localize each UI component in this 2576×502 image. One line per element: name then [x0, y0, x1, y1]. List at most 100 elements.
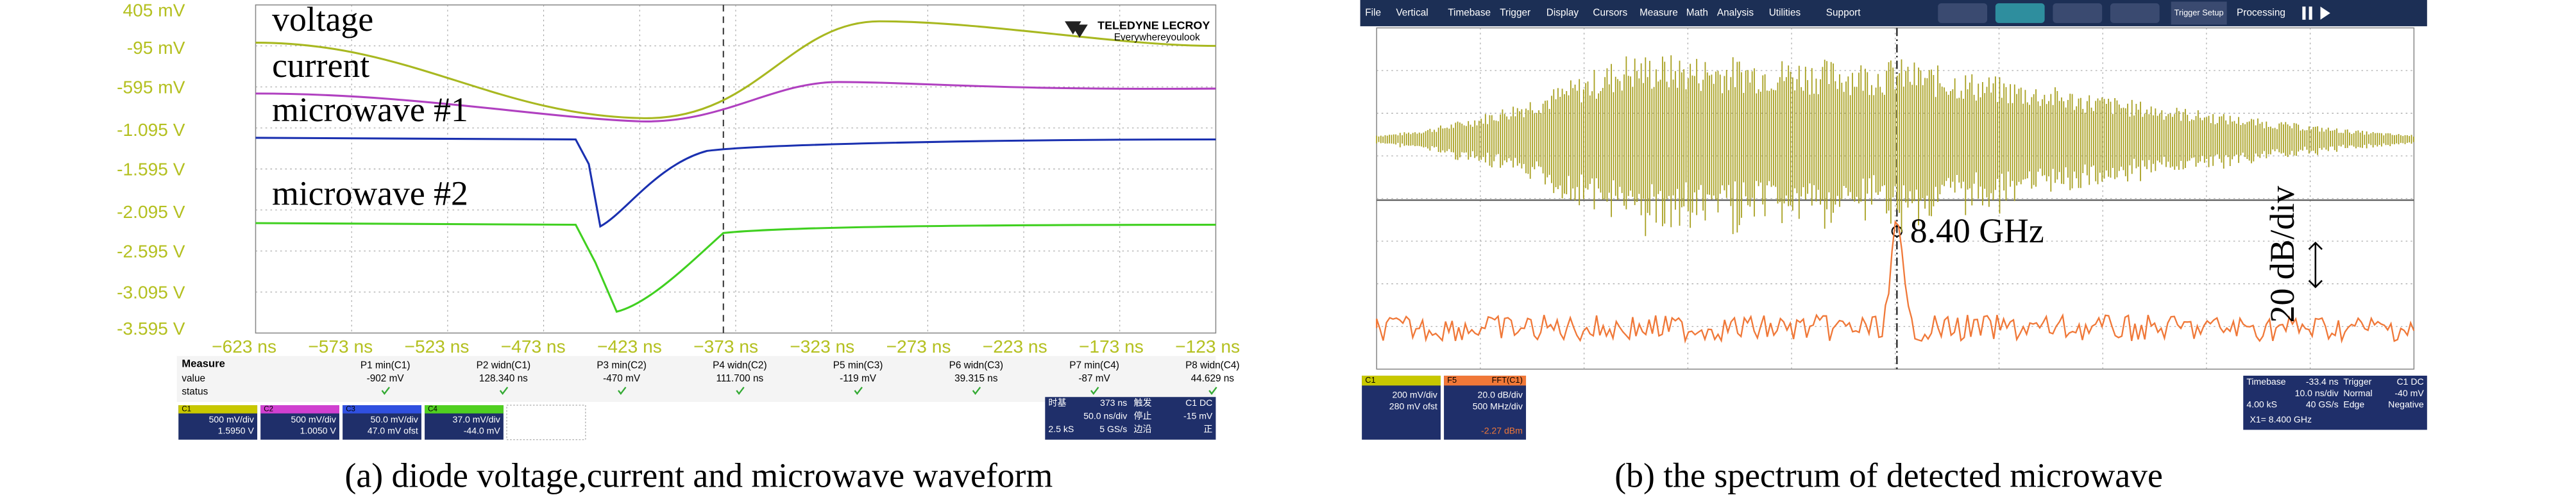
param-name: P3 min(C2) — [597, 360, 647, 371]
param-name: P7 min(C4) — [1069, 360, 1119, 371]
param-value: -902 mV — [367, 373, 405, 384]
y-axis-label: -1.095 V — [117, 120, 185, 140]
param-name: P2 widn(C1) — [477, 360, 530, 371]
x-axis-label: −223 ns — [983, 337, 1047, 356]
trace-label: voltage — [272, 0, 373, 38]
trace-label: microwave #2 — [272, 174, 468, 212]
status-check — [618, 387, 627, 396]
timebase-scale: 50.0 ns/div — [1083, 411, 1127, 421]
toolbar-button[interactable] — [2053, 3, 2103, 23]
trigger-setup-button[interactable] — [2171, 1, 2227, 25]
status-check — [972, 387, 981, 396]
timebase-rate: 40 GS/s — [2306, 399, 2339, 410]
timebase-box — [2243, 375, 2427, 430]
menu-item[interactable]: Measure — [1640, 8, 1678, 19]
timebase-rate: 5 GS/s — [1099, 424, 1127, 434]
channel-scale: 500 mV/div — [291, 414, 336, 424]
menu-item[interactable]: Analysis — [1717, 8, 1754, 19]
menu-item[interactable]: Trigger — [1500, 8, 1530, 19]
toolbar-button[interactable] — [1995, 3, 2045, 23]
math-scale: 20.0 dB/div — [1478, 389, 1523, 399]
x-axis-label: −623 ns — [212, 337, 276, 356]
cursor-readout: X1= 8.400 GHz — [2250, 414, 2312, 424]
menu-item[interactable]: Timebase — [1448, 8, 1491, 19]
param-value: -470 mV — [603, 373, 641, 384]
x-axis-label: −423 ns — [597, 337, 662, 356]
measure-table — [176, 356, 1216, 402]
param-name: P5 min(C3) — [833, 360, 883, 371]
math-span: 500 MHz/div — [1473, 401, 1523, 411]
trigger-label: Trigger — [2343, 376, 2371, 387]
channel-scale: 200 mV/div — [1392, 389, 1437, 399]
channel-scale: 50.0 mV/div — [371, 414, 418, 424]
trigger-mode: Normal — [2343, 388, 2372, 398]
channel-scale: 37.0 mV/div — [452, 414, 500, 424]
channel-offset: -44.0 mV — [464, 426, 501, 436]
x-axis-label: −173 ns — [1079, 337, 1144, 356]
menu-item[interactable]: Support — [1826, 8, 1861, 19]
status-check — [736, 387, 745, 396]
param-name: P1 min(C1) — [360, 360, 411, 371]
channel-tag — [343, 405, 421, 414]
trigger-source: C1 DC — [1185, 397, 1212, 408]
y-axis-label: -3.595 V — [117, 319, 185, 339]
voltage-trace — [255, 20, 1216, 119]
y-axis-label: 405 mV — [123, 0, 185, 20]
menu-item[interactable]: Vertical — [1396, 8, 1428, 19]
spectrum-trace — [1376, 220, 2415, 344]
menu-item[interactable]: Cursors — [1593, 8, 1627, 19]
timebase-samples: 4.00 kS — [2246, 399, 2277, 410]
trigger-slope: 正 — [1203, 424, 1212, 434]
status-check — [1208, 387, 1217, 396]
channel-id: C2 — [264, 406, 273, 414]
trigger-mode: 停止 — [1133, 411, 1151, 421]
y-axis-label: -95 mV — [127, 38, 185, 58]
status-check — [1090, 387, 1099, 396]
channel-id: C3 — [346, 406, 355, 414]
channel-tag — [260, 405, 339, 414]
microwave1-trace — [255, 137, 1216, 228]
trigger-level: -15 mV — [1183, 411, 1213, 421]
logo-icon — [1065, 21, 1088, 38]
y-axis-label: -3.095 V — [117, 282, 185, 302]
menu-item[interactable]: File — [1365, 8, 1381, 19]
y-axis-label: -2.595 V — [117, 241, 185, 261]
x-axis-label: −323 ns — [790, 337, 854, 356]
param-value: 44.629 ns — [1191, 373, 1235, 384]
trigger-level: -40 mV — [2394, 388, 2424, 398]
channel-id: C1 — [182, 406, 191, 414]
row-label: value — [182, 373, 205, 384]
toolbar-button[interactable] — [1938, 3, 1988, 23]
status-check — [381, 387, 390, 396]
trigger-setup[interactable]: Trigger Setup — [2174, 8, 2224, 17]
math-tag — [1444, 375, 1527, 386]
trace-label: current — [272, 46, 369, 85]
channel-tag — [178, 405, 258, 414]
status-check — [854, 387, 863, 396]
timebase-label: 时基 — [1048, 397, 1066, 408]
logo-brand: TELEDYNE LECROY — [1097, 19, 1210, 32]
caption: (b) the spectrum of detected microwave — [1614, 456, 2163, 495]
timebase-scale: 10.0 ns/div — [2295, 388, 2339, 398]
math-id: F5 — [1447, 375, 1457, 385]
menu-item[interactable]: Display — [1546, 8, 1579, 19]
menu-item[interactable]: Math — [1686, 8, 1708, 19]
x-axis-label: −123 ns — [1175, 337, 1240, 356]
channel-offset: 47.0 mV ofst — [368, 426, 418, 436]
logo-tagline: Everywhereyoulook — [1114, 32, 1200, 43]
row-label: status — [182, 387, 208, 397]
toolbar-button[interactable] — [2110, 3, 2160, 23]
timebase-delay: -33.4 ns — [2306, 376, 2339, 387]
menu-item[interactable]: Utilities — [1769, 8, 1801, 19]
pause-play[interactable] — [2302, 6, 2330, 20]
param-value: 39.315 ns — [954, 373, 998, 384]
y-axis-label: -1.595 V — [117, 160, 185, 180]
channel-offset: 280 mV ofst — [1389, 401, 1437, 411]
microwave2-trace — [255, 222, 1216, 313]
param-value: -87 mV — [1078, 373, 1110, 384]
timebase-samples: 2.5 kS — [1048, 424, 1074, 434]
x-axis-label: −573 ns — [308, 337, 373, 356]
trigger-slope: Negative — [2388, 399, 2424, 410]
